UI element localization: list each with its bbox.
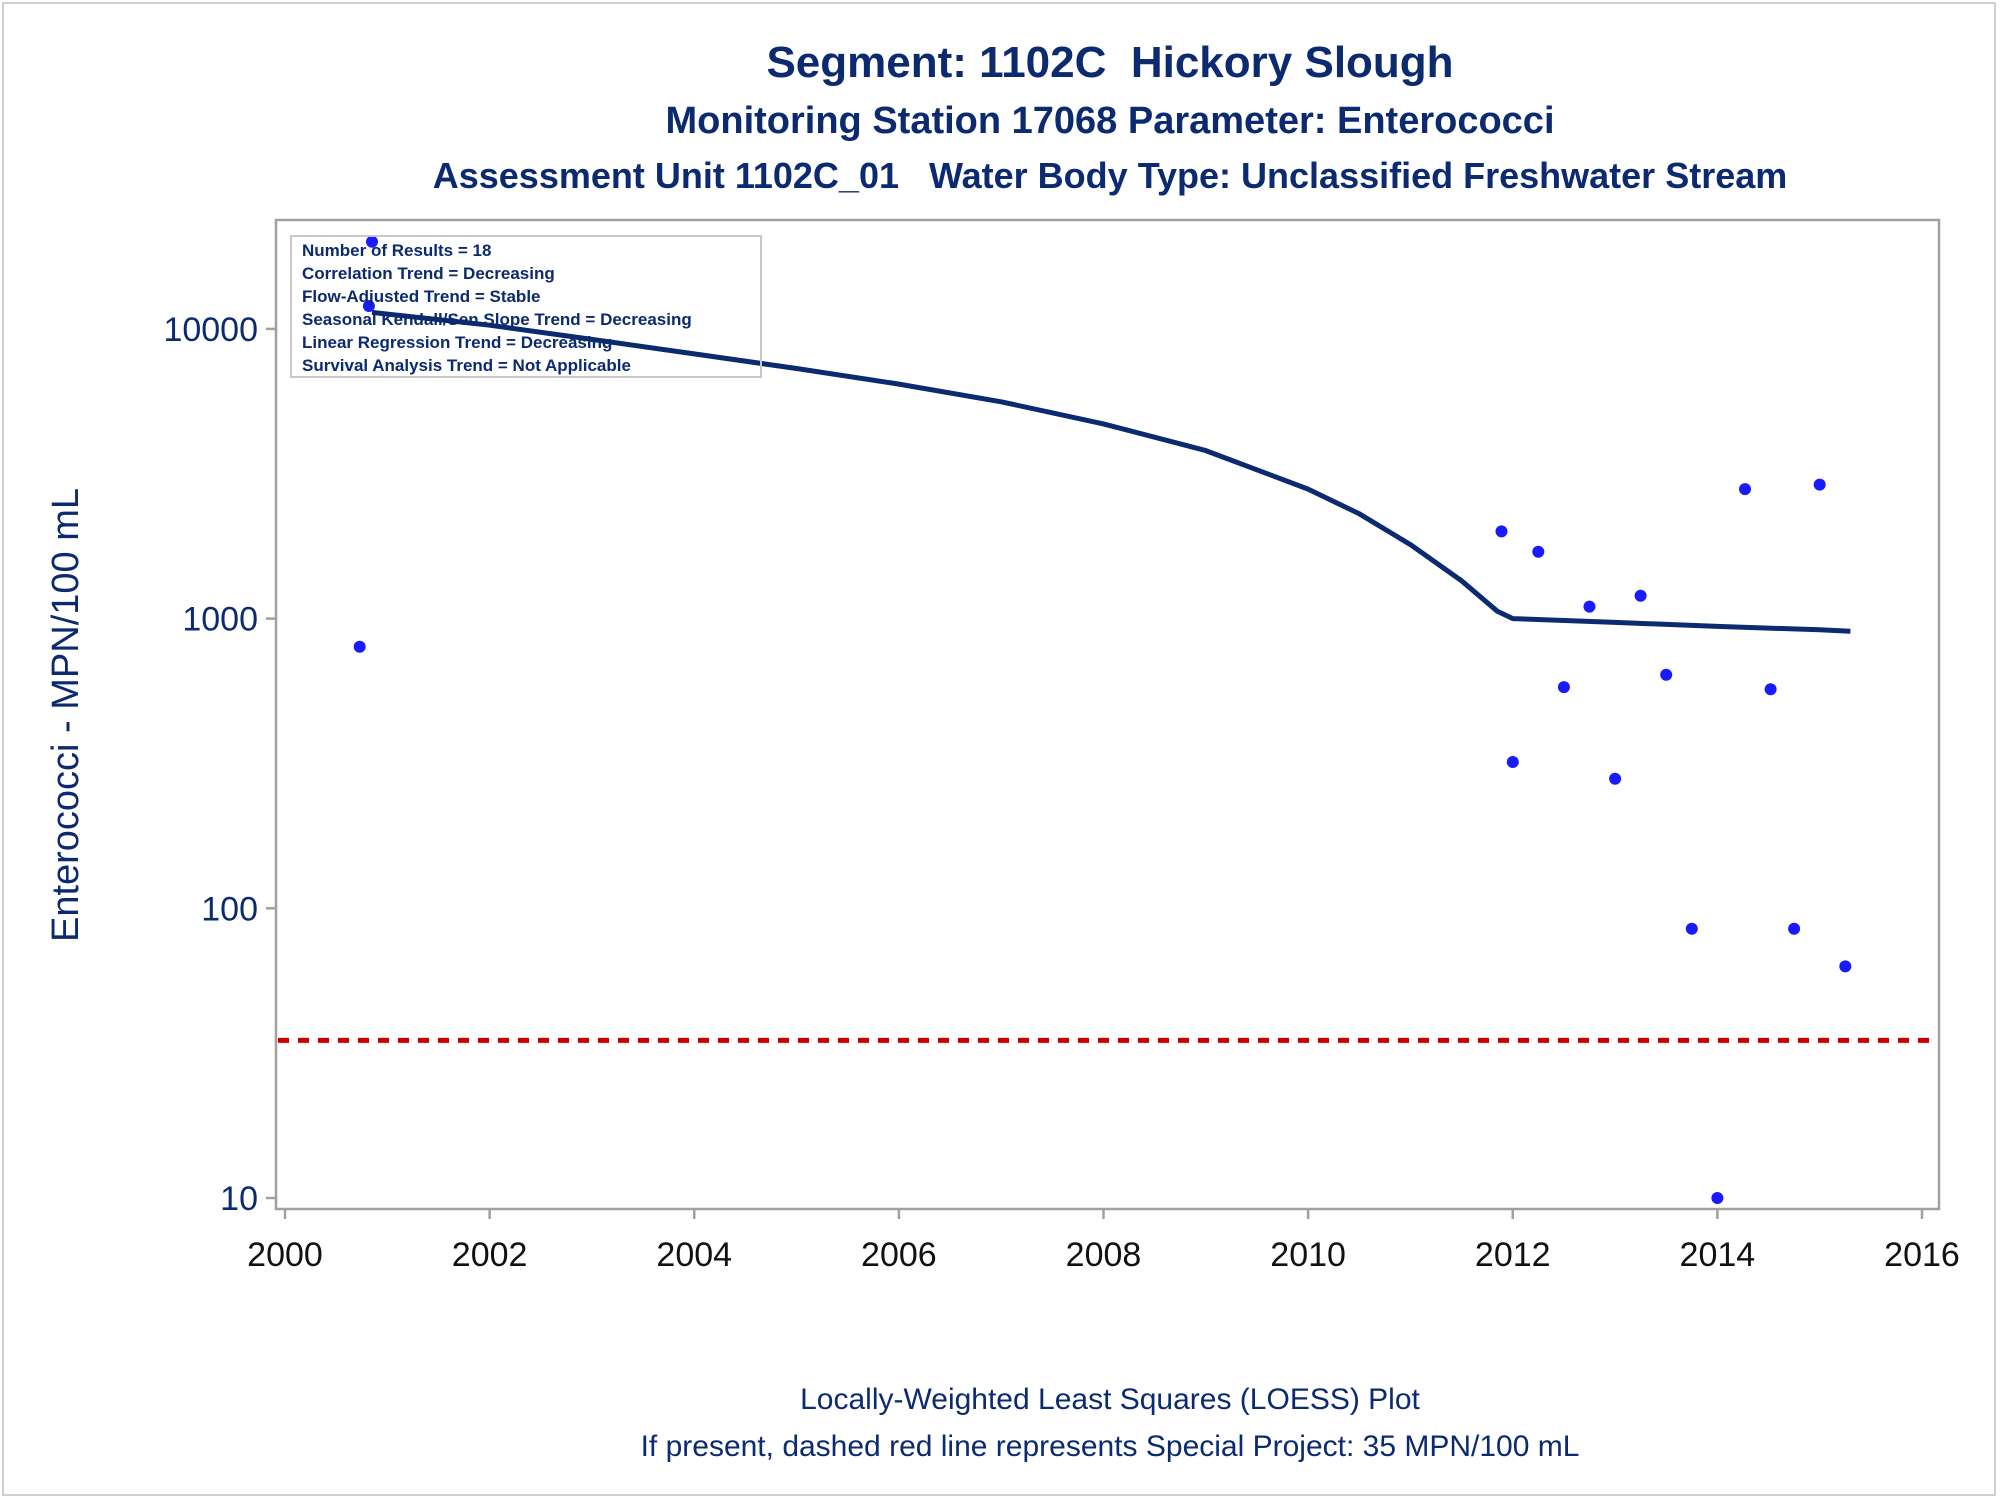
axes: 2000 2002 2004 2006 2008 2010 2012 2014 2016 10 10… — [163, 311, 1959, 1274]
y-tick-label-10: 10 — [220, 1180, 258, 1218]
data-point-10 — [1634, 589, 1647, 602]
stats-box-border — [290, 235, 762, 378]
loess-curve — [371, 309, 1851, 634]
data-point-3 — [366, 235, 378, 248]
data-point-1 — [353, 640, 366, 653]
footer-reference-note: If present, dashed red line represents S… — [640, 1430, 1580, 1463]
data-point-15 — [1764, 683, 1777, 696]
x-tick-label-2012: 2012 — [1475, 1236, 1551, 1274]
y-axis-label: Enterococci - MPN/100 mL — [45, 488, 87, 942]
y-tick-label-100: 100 — [201, 890, 258, 928]
x-tick-label-2010: 2010 — [1270, 1236, 1346, 1274]
x-tick-label-2006: 2006 — [861, 1236, 937, 1274]
data-point-11 — [1660, 668, 1673, 681]
x-tick-label-2014: 2014 — [1680, 1236, 1756, 1274]
stats-line-3: Flow-Adjusted Trend = Stable — [302, 287, 541, 306]
footer-plot-type: Locally-Weighted Least Squares (LOESS) P… — [800, 1383, 1420, 1416]
y-tick-label-1000: 1000 — [182, 601, 258, 639]
plot-area — [274, 218, 1941, 1211]
data-point-14 — [1739, 483, 1751, 496]
data-point-9 — [1609, 772, 1622, 785]
x-tick-label-2008: 2008 — [1066, 1236, 1142, 1274]
x-tick-label-2000: 2000 — [247, 1236, 323, 1274]
stats-line-2: Correlation Trend = Decreasing — [302, 264, 555, 283]
data-point-8 — [1583, 600, 1596, 613]
x-tick-label-2002: 2002 — [452, 1236, 528, 1274]
data-points — [353, 235, 1852, 1204]
y-tick-label-10000: 10000 — [163, 311, 258, 349]
data-point-17 — [1813, 478, 1826, 491]
stats-line-1: Number of Results = 18 — [302, 241, 491, 260]
data-point-13 — [1711, 1192, 1724, 1204]
data-point-7 — [1557, 681, 1570, 694]
x-tick-label-2016: 2016 — [1884, 1236, 1960, 1274]
stats-line-6: Survival Analysis Trend = Not Applicable — [302, 356, 631, 375]
stats-line-5: Linear Regression Trend = Decreasing — [302, 333, 612, 352]
stats-line-4: Seasonal Kendall/Sen Slope Trend = Decre… — [302, 310, 692, 329]
data-point-5 — [1506, 756, 1519, 768]
data-point-2 — [362, 300, 375, 312]
data-point-16 — [1788, 922, 1801, 935]
chart-title: Segment: 1102C Hickory Slough — [766, 38, 1454, 87]
x-tick-label-2004: 2004 — [656, 1236, 732, 1274]
data-point-18 — [1839, 960, 1852, 973]
trend-stats-box: Number of Results = 18 Correlation Trend … — [290, 235, 762, 378]
chart-subtitle-station: Monitoring Station 17068 Parameter: Ente… — [665, 100, 1555, 142]
chart-subtitle-assessment: Assessment Unit 1102C_01 Water Body Type… — [432, 155, 1788, 196]
data-point-12 — [1685, 922, 1698, 935]
data-point-6 — [1532, 545, 1545, 558]
data-point-4 — [1495, 525, 1508, 538]
